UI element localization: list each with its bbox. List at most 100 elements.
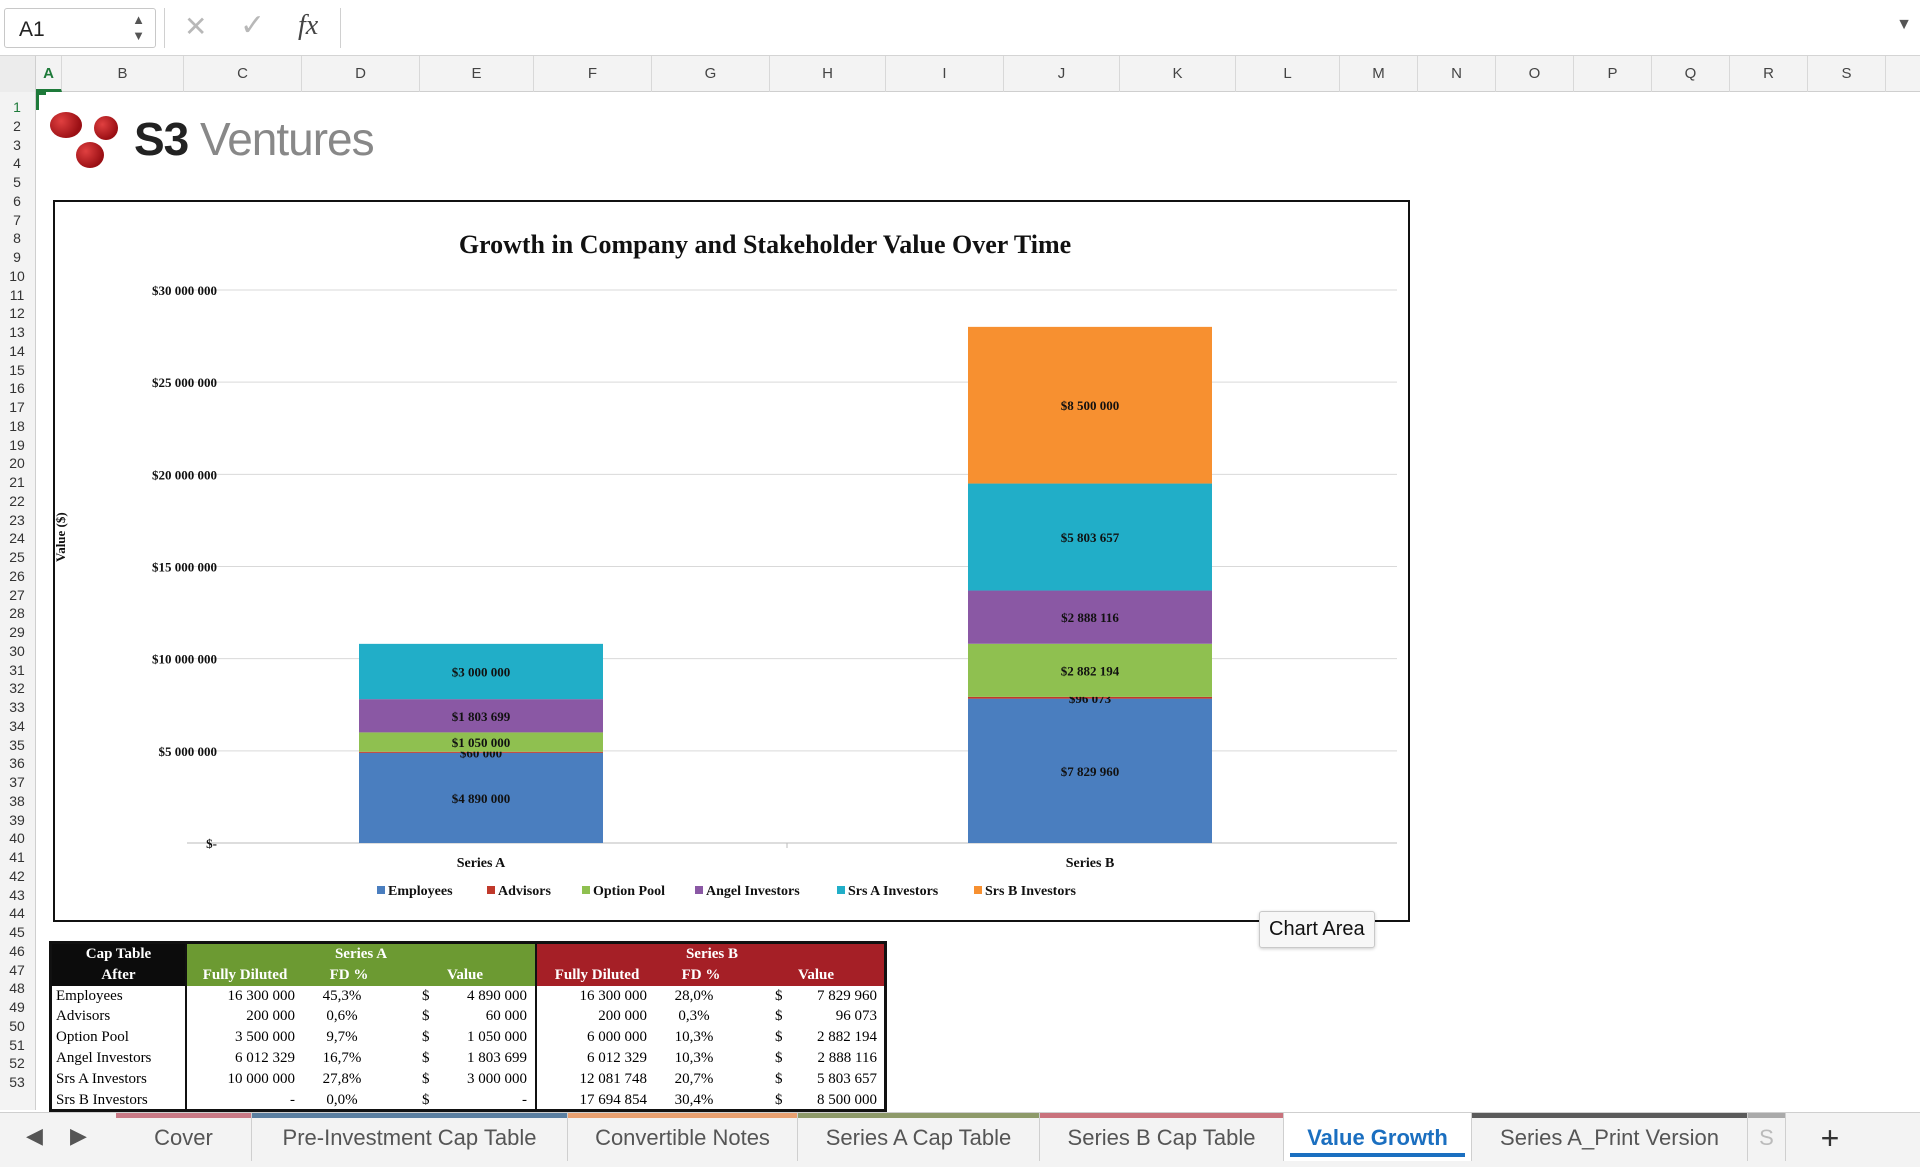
y-tick-label: $- <box>206 836 217 851</box>
row-header-44[interactable]: 44 <box>9 905 25 922</box>
sheet-tab-convertible-notes[interactable]: Convertible Notes <box>568 1113 798 1161</box>
row-header-30[interactable]: 30 <box>9 642 25 659</box>
row-header-8[interactable]: 8 <box>13 230 21 247</box>
row-header-39[interactable]: 39 <box>9 811 25 828</box>
column-header-m[interactable]: M <box>1340 56 1418 92</box>
row-header-46[interactable]: 46 <box>9 942 25 959</box>
row-header-11[interactable]: 11 <box>9 286 25 303</box>
column-header-g[interactable]: G <box>652 56 770 92</box>
row-header-48[interactable]: 48 <box>9 980 25 997</box>
row-header-4[interactable]: 4 <box>13 155 21 172</box>
column-header-i[interactable]: I <box>886 56 1004 92</box>
sheet-tab-pre-investment-cap-table[interactable]: Pre-Investment Cap Table <box>252 1113 568 1161</box>
row-header-37[interactable]: 37 <box>9 774 25 790</box>
row-header-17[interactable]: 17 <box>9 399 25 415</box>
row-header-47[interactable]: 47 <box>9 961 25 978</box>
column-header-s[interactable]: S <box>1808 56 1886 92</box>
row-header-36[interactable]: 36 <box>9 755 25 772</box>
row-header-20[interactable]: 20 <box>9 455 25 472</box>
expand-formula-bar-icon[interactable]: ▼ <box>1896 16 1912 33</box>
sheet-tab-series-a-cap-table[interactable]: Series A Cap Table <box>798 1113 1040 1161</box>
column-header-e[interactable]: E <box>420 56 534 92</box>
row-header-33[interactable]: 33 <box>9 699 25 715</box>
row-header-41[interactable]: 41 <box>9 849 25 865</box>
sheet-tab-value-growth[interactable]: Value Growth <box>1284 1113 1472 1161</box>
column-header-b[interactable]: B <box>62 56 184 92</box>
sheet-tab-s[interactable]: S <box>1748 1113 1786 1161</box>
row-header-53[interactable]: 53 <box>9 1074 25 1090</box>
column-header-q[interactable]: Q <box>1652 56 1730 92</box>
row-header-7[interactable]: 7 <box>13 211 21 228</box>
name-box[interactable]: A1 ▲ ▼ <box>4 8 156 48</box>
data-label: $4 890 000 <box>452 791 511 806</box>
row-header-45[interactable]: 45 <box>9 924 25 940</box>
row-header-13[interactable]: 13 <box>9 324 25 340</box>
row-header-23[interactable]: 23 <box>9 511 25 528</box>
column-header-j[interactable]: J <box>1004 56 1120 92</box>
column-header-k[interactable]: K <box>1120 56 1236 92</box>
column-header-r[interactable]: R <box>1730 56 1808 92</box>
row-header-28[interactable]: 28 <box>9 605 25 622</box>
row-header-52[interactable]: 52 <box>9 1055 25 1072</box>
column-header-d[interactable]: D <box>302 56 420 92</box>
row-header-27[interactable]: 27 <box>9 586 25 603</box>
row-header-42[interactable]: 42 <box>9 867 25 884</box>
row-header-9[interactable]: 9 <box>13 249 21 265</box>
row-header-29[interactable]: 29 <box>9 624 25 640</box>
sheet-tab-series-b-cap-table[interactable]: Series B Cap Table <box>1040 1113 1284 1161</box>
column-header-h[interactable]: H <box>770 56 886 92</box>
row-header-24[interactable]: 24 <box>9 530 25 547</box>
cap-table-cell: $ <box>775 1091 783 1108</box>
row-header-12[interactable]: 12 <box>9 305 25 322</box>
formula-input[interactable] <box>348 8 1878 48</box>
column-header-a[interactable]: A <box>36 56 62 92</box>
column-header-t[interactable]: T <box>1886 56 1920 92</box>
row-header-49[interactable]: 49 <box>9 999 25 1015</box>
row-header-3[interactable]: 3 <box>13 136 21 153</box>
row-header-34[interactable]: 34 <box>9 717 25 734</box>
row-header-32[interactable]: 32 <box>9 680 25 697</box>
row-header-51[interactable]: 51 <box>9 1036 25 1053</box>
cancel-icon[interactable]: ✕ <box>184 11 208 42</box>
legend-swatch <box>695 886 703 894</box>
row-header-21[interactable]: 21 <box>9 474 25 490</box>
row-header-35[interactable]: 35 <box>9 736 25 753</box>
row-header-40[interactable]: 40 <box>9 830 25 847</box>
column-header-l[interactable]: L <box>1236 56 1340 92</box>
add-sheet-button[interactable]: + <box>1820 1120 1840 1156</box>
row-header-38[interactable]: 38 <box>9 792 25 809</box>
chart-area[interactable]: $- $5 000 000 $10 000 000 $15 000 000 $20 00… <box>53 200 1410 922</box>
column-header-p[interactable]: P <box>1574 56 1652 92</box>
insert-function-icon[interactable]: fx <box>298 10 319 41</box>
row-header-25[interactable]: 25 <box>9 549 25 565</box>
cap-table-divider <box>535 944 537 1109</box>
column-header-f[interactable]: F <box>534 56 652 92</box>
series-a-header: Series A <box>185 944 537 965</box>
row-header-16[interactable]: 16 <box>9 380 25 397</box>
column-header-o[interactable]: O <box>1496 56 1574 92</box>
column-header-n[interactable]: N <box>1418 56 1496 92</box>
select-all-corner[interactable] <box>0 56 36 92</box>
row-header-26[interactable]: 26 <box>9 567 25 584</box>
row-header-5[interactable]: 5 <box>13 174 21 190</box>
row-header-6[interactable]: 6 <box>13 192 21 209</box>
row-header-31[interactable]: 31 <box>9 661 25 678</box>
chart-y-axis-label: Value ($) <box>53 512 68 562</box>
next-sheet-icon[interactable]: ▶ <box>70 1123 87 1148</box>
row-header-19[interactable]: 19 <box>9 436 25 453</box>
row-header-1[interactable]: 1 <box>13 99 21 115</box>
row-header-18[interactable]: 18 <box>9 417 25 434</box>
sheet-tab-cover[interactable]: Cover <box>116 1113 252 1161</box>
row-header-43[interactable]: 43 <box>9 886 25 903</box>
column-header-c[interactable]: C <box>184 56 302 92</box>
confirm-icon[interactable]: ✓ <box>240 9 266 42</box>
row-header-10[interactable]: 10 <box>9 267 25 284</box>
sheet-tab-series-a-print-version[interactable]: Series A_Print Version <box>1472 1113 1748 1161</box>
row-header-2[interactable]: 2 <box>13 117 21 134</box>
row-header-15[interactable]: 15 <box>9 361 25 378</box>
row-header-14[interactable]: 14 <box>9 342 25 359</box>
previous-sheet-icon[interactable]: ◀ <box>26 1123 43 1148</box>
row-header-50[interactable]: 50 <box>9 1017 25 1034</box>
name-box-stepper-icon[interactable]: ▲ ▼ <box>132 12 145 43</box>
row-header-22[interactable]: 22 <box>9 492 25 509</box>
